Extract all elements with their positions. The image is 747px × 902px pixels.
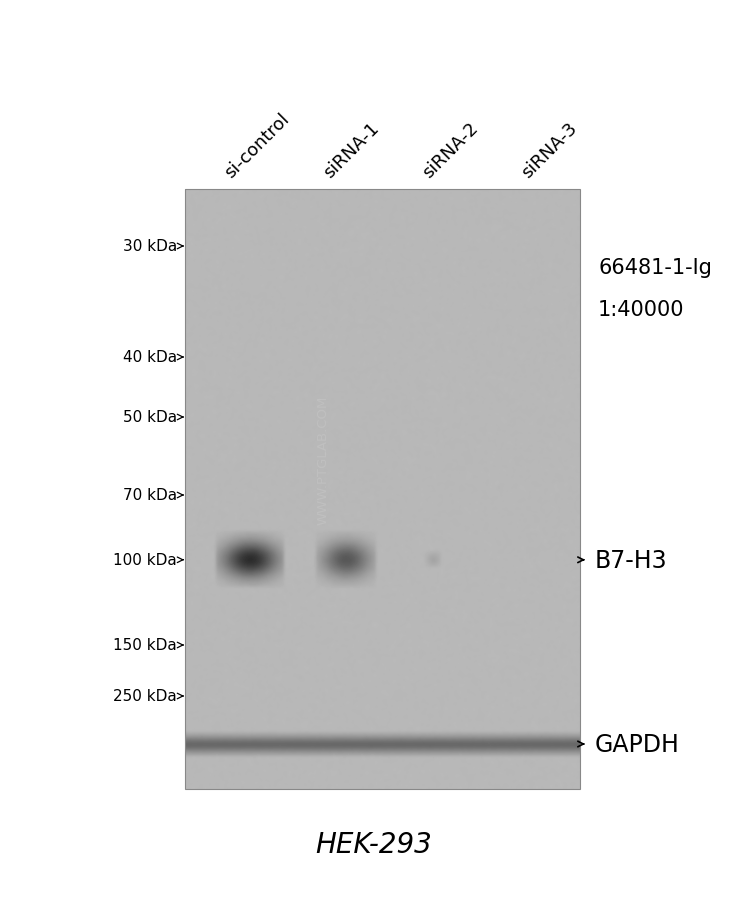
Text: si-control: si-control — [222, 110, 294, 182]
Text: siRNA-3: siRNA-3 — [518, 119, 580, 182]
Text: WWW.PTGLAB.COM: WWW.PTGLAB.COM — [317, 395, 329, 524]
Text: GAPDH: GAPDH — [595, 732, 680, 756]
Text: siRNA-2: siRNA-2 — [419, 119, 482, 182]
Text: 30 kDa: 30 kDa — [123, 239, 177, 254]
Text: 150 kDa: 150 kDa — [114, 638, 177, 653]
Text: 50 kDa: 50 kDa — [123, 410, 177, 425]
Bar — [185, 189, 580, 789]
Text: 40 kDa: 40 kDa — [123, 350, 177, 365]
Text: 250 kDa: 250 kDa — [114, 689, 177, 704]
Text: 70 kDa: 70 kDa — [123, 488, 177, 503]
Text: 1:40000: 1:40000 — [598, 299, 684, 319]
Text: 66481-1-Ig: 66481-1-Ig — [598, 258, 712, 278]
Text: 100 kDa: 100 kDa — [114, 553, 177, 567]
Text: siRNA-1: siRNA-1 — [320, 119, 383, 182]
Text: B7-H3: B7-H3 — [595, 548, 668, 572]
Text: HEK-293: HEK-293 — [315, 830, 432, 858]
